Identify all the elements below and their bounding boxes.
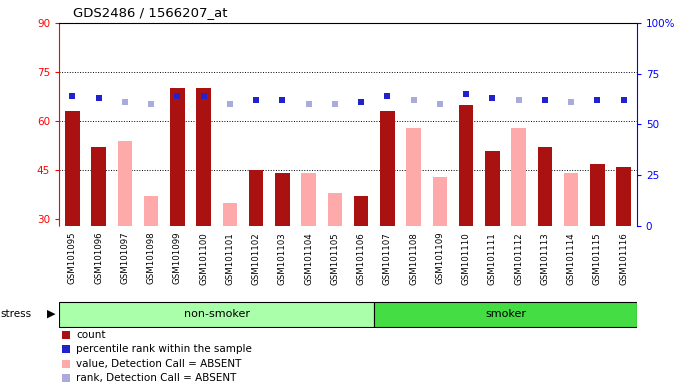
Text: GSM101106: GSM101106: [356, 232, 365, 285]
Text: percentile rank within the sample: percentile rank within the sample: [77, 344, 253, 354]
Bar: [512, 128, 526, 226]
Text: GSM101103: GSM101103: [278, 232, 287, 285]
Bar: [590, 164, 605, 226]
Bar: [564, 174, 578, 226]
Bar: [170, 88, 184, 226]
Text: GSM101100: GSM101100: [199, 232, 208, 285]
Bar: [223, 203, 237, 226]
Text: GSM101105: GSM101105: [331, 232, 340, 285]
Text: GSM101101: GSM101101: [226, 232, 235, 285]
Bar: [485, 151, 500, 226]
Text: value, Detection Call = ABSENT: value, Detection Call = ABSENT: [77, 359, 242, 369]
Text: GSM101115: GSM101115: [593, 232, 602, 285]
Text: GSM101109: GSM101109: [436, 232, 445, 285]
Bar: [91, 147, 106, 226]
Text: GSM101107: GSM101107: [383, 232, 392, 285]
Bar: [433, 177, 447, 226]
Text: rank, Detection Call = ABSENT: rank, Detection Call = ABSENT: [77, 373, 237, 384]
Bar: [406, 128, 421, 226]
Text: smoker: smoker: [485, 309, 526, 319]
Text: GSM101097: GSM101097: [120, 232, 129, 285]
Text: GSM101112: GSM101112: [514, 232, 523, 285]
Bar: [144, 196, 158, 226]
Bar: [249, 170, 263, 226]
Bar: [118, 141, 132, 226]
Text: GSM101102: GSM101102: [251, 232, 260, 285]
Bar: [459, 105, 473, 226]
Bar: [328, 193, 342, 226]
Bar: [65, 111, 79, 226]
Text: GSM101116: GSM101116: [619, 232, 628, 285]
Text: GSM101114: GSM101114: [567, 232, 576, 285]
Text: GSM101096: GSM101096: [94, 232, 103, 285]
Bar: [196, 88, 211, 226]
Text: GSM101099: GSM101099: [173, 232, 182, 284]
Text: GSM101111: GSM101111: [488, 232, 497, 285]
Text: GDS2486 / 1566207_at: GDS2486 / 1566207_at: [73, 6, 228, 19]
Text: GSM101098: GSM101098: [147, 232, 156, 285]
Text: GSM101108: GSM101108: [409, 232, 418, 285]
Text: GSM101110: GSM101110: [461, 232, 470, 285]
Text: count: count: [77, 330, 106, 340]
Text: GSM101113: GSM101113: [540, 232, 549, 285]
Bar: [301, 174, 316, 226]
Bar: [380, 111, 395, 226]
Text: GSM101095: GSM101095: [68, 232, 77, 285]
Text: ▶: ▶: [47, 309, 55, 319]
Text: non-smoker: non-smoker: [184, 309, 250, 319]
Bar: [354, 196, 368, 226]
Text: GSM101104: GSM101104: [304, 232, 313, 285]
Bar: [374, 302, 637, 327]
Bar: [59, 302, 374, 327]
Text: stress: stress: [1, 309, 32, 319]
Bar: [275, 174, 290, 226]
Bar: [617, 167, 631, 226]
Bar: [538, 147, 552, 226]
